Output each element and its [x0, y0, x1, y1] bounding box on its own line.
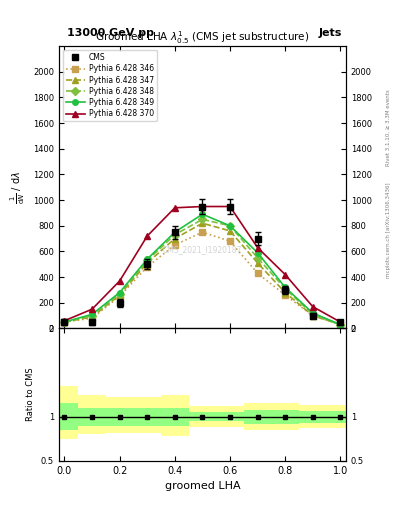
Pythia 6.428 346 [338, 322, 343, 328]
Pythia 6.428 370 [173, 205, 177, 211]
Pythia 6.428 370 [338, 319, 343, 325]
Pythia 6.428 346 [145, 264, 150, 270]
Pythia 6.428 346 [228, 238, 232, 244]
Pythia 6.428 346 [255, 270, 260, 276]
Text: 13000 GeV pp: 13000 GeV pp [67, 28, 154, 38]
Pythia 6.428 346 [90, 315, 94, 321]
Pythia 6.428 349 [200, 211, 205, 217]
Text: mcplots.cern.ch [arXiv:1306.3436]: mcplots.cern.ch [arXiv:1306.3436] [386, 183, 391, 278]
Pythia 6.428 349 [173, 229, 177, 235]
Pythia 6.428 370 [228, 203, 232, 209]
Pythia 6.428 370 [255, 245, 260, 251]
Pythia 6.428 346 [173, 242, 177, 248]
Line: Pythia 6.428 370: Pythia 6.428 370 [62, 204, 343, 325]
Pythia 6.428 349 [255, 250, 260, 256]
Pythia 6.428 348 [62, 319, 67, 325]
Pythia 6.428 347 [228, 228, 232, 234]
Pythia 6.428 346 [117, 293, 122, 300]
Pythia 6.428 349 [90, 311, 94, 317]
Line: Pythia 6.428 348: Pythia 6.428 348 [62, 217, 343, 327]
Line: Pythia 6.428 346: Pythia 6.428 346 [62, 229, 343, 327]
Pythia 6.428 348 [173, 231, 177, 238]
Text: Rivet 3.1.10, ≥ 3.3M events: Rivet 3.1.10, ≥ 3.3M events [386, 90, 391, 166]
Pythia 6.428 347 [310, 312, 315, 318]
Pythia 6.428 347 [255, 260, 260, 266]
Pythia 6.428 349 [228, 223, 232, 229]
Pythia 6.428 347 [90, 314, 94, 320]
Pythia 6.428 349 [283, 284, 288, 290]
Pythia 6.428 346 [283, 292, 288, 298]
Line: Pythia 6.428 349: Pythia 6.428 349 [62, 211, 343, 327]
Pythia 6.428 370 [62, 317, 67, 324]
Pythia 6.428 349 [145, 256, 150, 262]
Pythia 6.428 347 [145, 260, 150, 266]
Pythia 6.428 346 [62, 319, 67, 325]
Pythia 6.428 349 [117, 289, 122, 295]
Text: Jets: Jets [319, 28, 342, 38]
Pythia 6.428 370 [117, 278, 122, 284]
Y-axis label: Ratio to CMS: Ratio to CMS [26, 368, 35, 421]
Pythia 6.428 348 [283, 286, 288, 292]
Pythia 6.428 347 [283, 289, 288, 295]
Legend: CMS, Pythia 6.428 346, Pythia 6.428 347, Pythia 6.428 348, Pythia 6.428 349, Pyt: CMS, Pythia 6.428 346, Pythia 6.428 347,… [63, 50, 157, 121]
Pythia 6.428 370 [200, 203, 205, 209]
Pythia 6.428 346 [310, 312, 315, 318]
Pythia 6.428 348 [117, 291, 122, 297]
Text: CMS_2021_I1920187: CMS_2021_I1920187 [163, 245, 242, 254]
Pythia 6.428 347 [200, 220, 205, 226]
Pythia 6.428 348 [338, 322, 343, 328]
Pythia 6.428 346 [200, 229, 205, 235]
Pythia 6.428 349 [310, 310, 315, 316]
Pythia 6.428 370 [90, 306, 94, 312]
Pythia 6.428 370 [145, 233, 150, 239]
Pythia 6.428 348 [255, 255, 260, 261]
Pythia 6.428 370 [310, 304, 315, 310]
Pythia 6.428 347 [173, 236, 177, 242]
Y-axis label: $\frac{1}{\mathrm{d}N}$ / $\mathrm{d}\lambda$: $\frac{1}{\mathrm{d}N}$ / $\mathrm{d}\la… [9, 170, 28, 204]
Pythia 6.428 348 [310, 311, 315, 317]
Title: Groomed LHA $\lambda^{1}_{0.5}$ (CMS jet substructure): Groomed LHA $\lambda^{1}_{0.5}$ (CMS jet… [95, 29, 310, 46]
Pythia 6.428 347 [117, 292, 122, 298]
Pythia 6.428 347 [62, 319, 67, 325]
X-axis label: groomed LHA: groomed LHA [165, 481, 240, 491]
Pythia 6.428 347 [338, 322, 343, 328]
Pythia 6.428 348 [228, 223, 232, 229]
Pythia 6.428 348 [200, 216, 205, 222]
Pythia 6.428 348 [90, 312, 94, 318]
Pythia 6.428 349 [62, 319, 67, 325]
Pythia 6.428 349 [338, 322, 343, 328]
Pythia 6.428 370 [283, 271, 288, 278]
Pythia 6.428 348 [145, 258, 150, 264]
Line: Pythia 6.428 347: Pythia 6.428 347 [62, 221, 343, 327]
